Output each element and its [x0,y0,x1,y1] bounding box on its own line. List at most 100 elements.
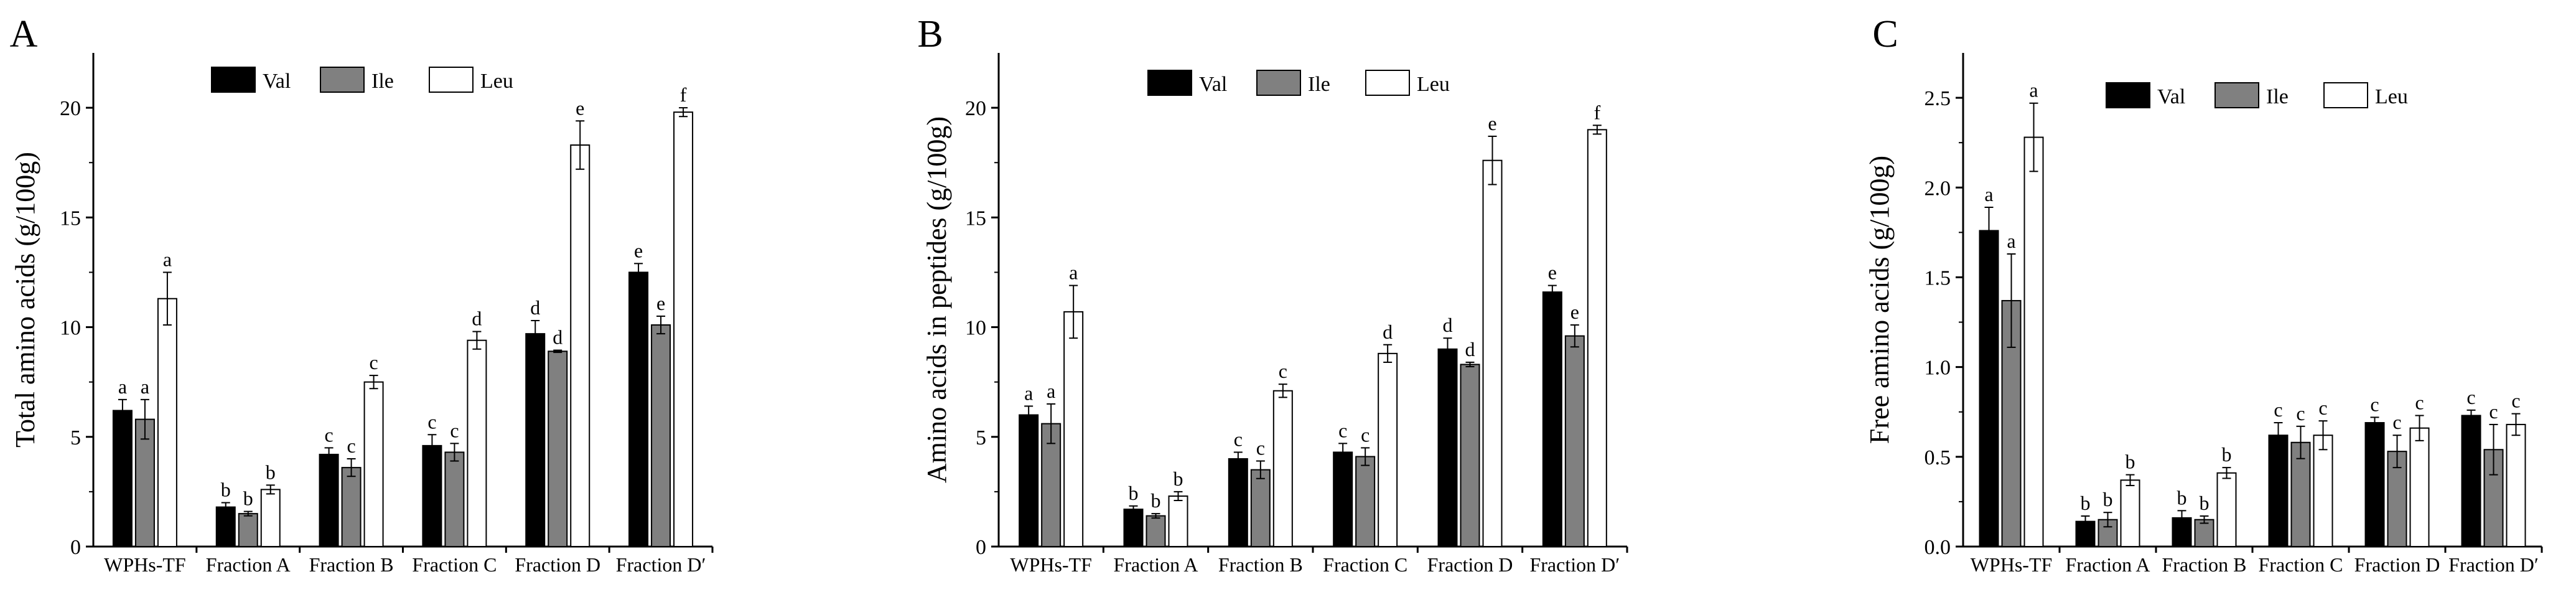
significance-letter: a [1984,183,1993,205]
bar-val [2268,435,2289,547]
bar-ile [444,451,465,548]
legend-label-val: Val [1199,73,1227,96]
significance-letter: e [656,292,665,314]
bar-val [1228,458,1248,547]
bar-val [2461,415,2481,548]
y-tick-label: 1.0 [1925,357,1951,380]
significance-letter: b [2222,443,2232,466]
y-tick-label: 0.5 [1925,446,1951,469]
significance-letter: a [118,375,127,398]
x-tick-label: Fraction C [412,553,497,576]
legend-swatch-ile [320,67,365,93]
bar-val [1123,509,1144,548]
significance-letter: c [427,410,436,433]
significance-letter: c [450,419,459,441]
significance-letter: c [2511,390,2520,412]
x-tick-label: WPHs-TF [1010,553,1092,576]
bar-leu [2409,427,2430,547]
y-tick-label: 0.0 [1925,536,1951,559]
bar-leu [363,381,384,548]
bar-leu [1272,390,1293,548]
y-tick-label: 10 [60,317,81,340]
bar-leu [1482,159,1503,548]
bar-ile [1146,515,1166,547]
bar-ile [238,513,258,548]
significance-letter: c [2415,391,2424,413]
significance-letter: b [1151,489,1161,512]
x-tick-label: Fraction C [1323,553,1407,576]
significance-letter: b [1129,482,1139,504]
bar-ile [1041,423,1062,547]
significance-letter: c [2466,386,2475,408]
y-axis-label: Amino acids in peptides (g/100g) [922,116,952,483]
bar-ile [2194,519,2214,548]
significance-letter: c [2296,402,2305,425]
significance-letter: a [2007,230,2015,252]
legend-swatch-val [1147,70,1192,96]
significance-letter: e [1570,301,1579,323]
legend-label-leu: Leu [2375,85,2408,108]
x-tick-label: Fraction A [2066,553,2150,576]
bar-ile [651,324,671,548]
bar-leu [157,298,177,547]
bar-leu [570,144,590,547]
y-tick-label: 2.5 [1925,87,1951,110]
bar-val [1019,414,1039,547]
significance-letter: a [1047,380,1055,402]
legend-label-leu: Leu [480,70,513,93]
legend-label-val: Val [2157,85,2185,108]
significance-letter: c [2370,393,2379,415]
x-tick-label: Fraction D′ [1529,553,1620,576]
bar-ile [1564,335,1585,547]
significance-letter: d [530,296,540,319]
legend-swatch-leu [429,67,474,93]
panel-label: A [10,13,38,55]
bar-val [215,506,236,547]
bar-leu [2313,435,2333,547]
significance-letter: c [347,435,355,457]
bar-val [2364,422,2385,548]
x-tick-label: Fraction D′ [616,553,706,576]
significance-letter: b [2177,486,2187,509]
significance-letter: c [1234,428,1243,450]
significance-letter: d [553,326,562,349]
bar-ile [2290,441,2311,547]
significance-letter: b [2200,492,2210,514]
y-tick-label: 0 [70,536,81,559]
significance-letter: c [1279,360,1287,382]
significance-letter: e [1488,112,1496,134]
significance-letter: e [576,96,584,119]
bar-val [1437,348,1458,547]
significance-letter: a [1069,261,1078,284]
bar-leu [2023,136,2044,548]
y-tick-label: 20 [965,97,986,120]
x-tick-label: Fraction D [1427,553,1513,576]
legend-label-ile: Ile [371,70,394,93]
legend-label-val: Val [263,70,291,93]
x-tick-label: Fraction D [515,553,600,576]
significance-letter: d [1443,314,1453,336]
bar-ile [134,418,155,547]
x-tick-label: Fraction B [1218,553,1303,576]
significance-letter: c [2392,411,2401,433]
bar-leu [2120,479,2140,548]
panel-label: B [917,13,943,55]
legend-swatch-ile [2214,82,2259,108]
significance-letter: d [1465,338,1475,360]
legend-swatch-val [211,67,256,93]
significance-letter: c [2318,397,2327,419]
bar-leu [1378,352,1398,547]
bar-leu [1587,129,1607,548]
x-tick-label: Fraction B [2162,553,2247,576]
x-tick-label: Fraction C [2259,553,2343,576]
bar-ile [1355,456,1376,548]
bar-val [1979,230,1999,547]
significance-letter: b [243,487,253,510]
bar-ile [341,467,362,547]
y-axis-label: Free amino acids (g/100g) [1864,156,1895,444]
y-tick-label: 10 [965,317,986,340]
y-tick-label: 1.5 [1925,266,1951,289]
bar-ile [1250,469,1271,548]
bar-val [525,333,546,548]
